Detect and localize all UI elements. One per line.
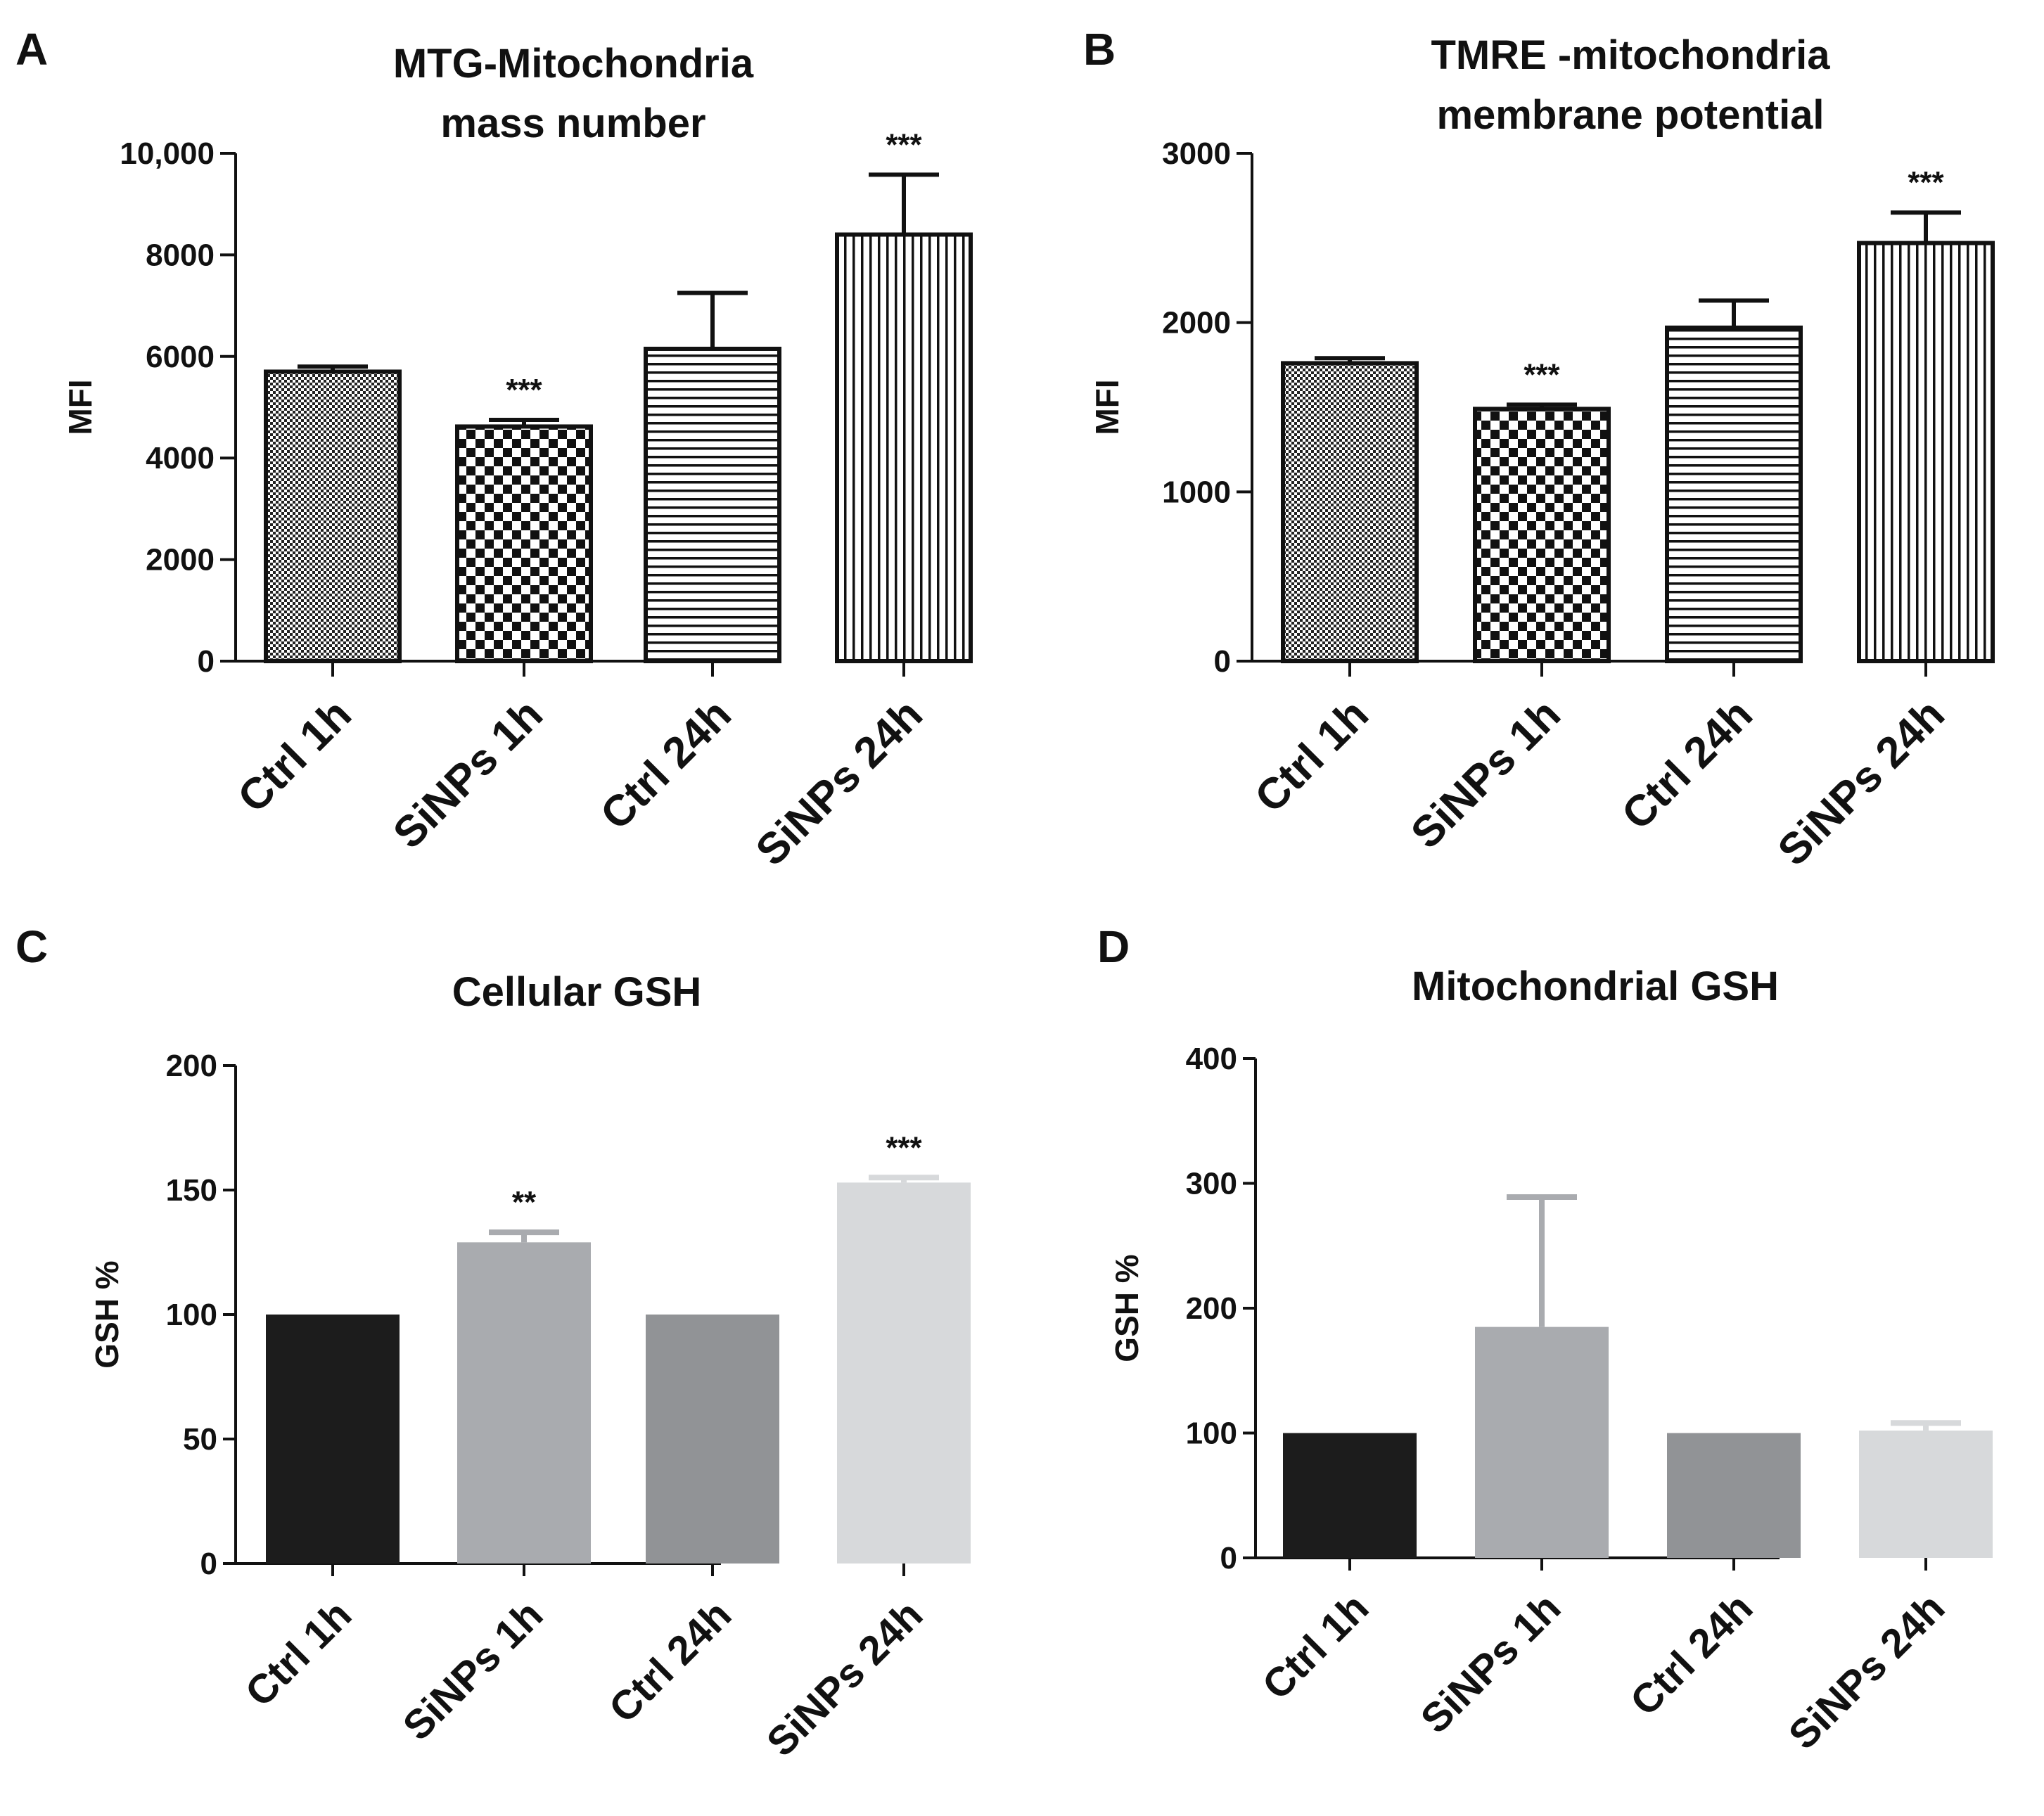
bar-1 [457,1242,591,1564]
x-category-label: Ctrl 24h [601,1592,741,1732]
y-tick-label: 2000 [146,543,215,577]
x-category-label: Ctrl 1h [229,690,361,822]
significance-marker: *** [886,1130,922,1165]
significance-marker: *** [1524,357,1560,392]
y-tick-label: 400 [1186,1042,1237,1076]
bar-0 [266,1315,400,1564]
y-tick-label: 0 [198,644,215,679]
bar-3 [835,232,973,663]
bar-0 [264,369,402,664]
chart-title: TMRE -mitochondria [1431,32,1830,78]
bar-0 [1281,361,1419,664]
bar-3 [837,1182,971,1564]
significance-marker: *** [506,373,542,407]
x-category-label: Ctrl 1h [1246,690,1378,822]
x-category-label: SiNPs 24h [758,1592,932,1765]
y-tick-label: 3000 [1162,136,1231,171]
significance-marker: ** [512,1185,537,1220]
panel-letter: B [1083,24,1116,75]
panel-d: D Mitochondrial GSH GSH % 0 100 200 300 400 Ctrl… [1097,921,1993,1758]
x-category-label: Ctrl 1h [236,1592,360,1715]
y-tick-label: 50 [183,1422,217,1457]
y-tick-label: 6000 [146,340,215,374]
x-category-label: SiNPs 1h [394,1592,551,1749]
y-axis-label: GSH % [1109,1254,1145,1362]
panel-letter: C [15,921,48,972]
bar-2 [644,346,781,663]
y-tick-label: 150 [166,1173,217,1208]
y-tick-label: 1000 [1162,475,1231,509]
x-category-label: Ctrl 1h [1253,1585,1377,1708]
y-axis-label: MFI [1089,379,1125,435]
x-category-label: Ctrl 24h [1613,690,1762,839]
y-tick-label: 10,000 [120,136,215,171]
chart-title: Cellular GSH [452,969,702,1015]
y-tick-label: 300 [1186,1167,1237,1201]
bar-2 [646,1315,779,1564]
x-category-label: SiNPs 24h [747,690,932,875]
x-category-label: SiNPs 1h [1412,1585,1569,1742]
x-category-label: SiNPs 1h [384,690,552,858]
bar-1 [455,424,593,663]
bar-0 [1283,1433,1417,1558]
bar-3 [1857,241,1995,663]
y-tick-label: 0 [1214,644,1231,679]
significance-marker: *** [886,127,922,162]
x-category-label: SiNPs 24h [1780,1585,1954,1758]
y-tick-label: 200 [166,1049,217,1083]
y-tick-label: 100 [1186,1417,1237,1451]
y-axis-label: MFI [62,379,98,435]
bar-1 [1475,1326,1609,1558]
y-tick-label: 100 [166,1298,217,1332]
chart-title: membrane potential [1436,92,1824,138]
panel-letter: D [1097,921,1130,972]
chart-title: MTG-Mitochondria [393,41,754,87]
bar-2 [1667,1433,1801,1558]
x-category-label: SiNPs 24h [1769,690,1954,875]
y-axis-label: GSH % [89,1260,125,1368]
y-tick-label: 2000 [1162,306,1231,340]
bar-3 [1859,1430,1993,1558]
bar-1 [1473,407,1611,663]
y-tick-label: 0 [200,1547,217,1581]
panel-letter: A [15,24,48,75]
x-category-label: SiNPs 1h [1402,690,1570,858]
y-tick-label: 8000 [146,238,215,272]
x-category-label: Ctrl 24h [592,690,741,839]
panel-a: A MTG-Mitochondria mass number MFI 0 2000 4000… [15,24,973,875]
bar-2 [1665,325,1803,663]
chart-title: mass number [440,101,705,146]
panel-c: C Cellular GSH GSH % 0 50 100 150 200 Ctrl 1h ** S… [15,921,971,1765]
x-category-label: Ctrl 24h [1622,1585,1762,1725]
significance-marker: *** [1908,165,1944,200]
panel-b: B TMRE -mitochondria membrane potential MFI… [1083,24,1995,875]
y-tick-label: 0 [1220,1541,1237,1575]
y-tick-label: 200 [1186,1291,1237,1326]
chart-title: Mitochondrial GSH [1412,964,1779,1009]
y-tick-label: 4000 [146,441,215,475]
